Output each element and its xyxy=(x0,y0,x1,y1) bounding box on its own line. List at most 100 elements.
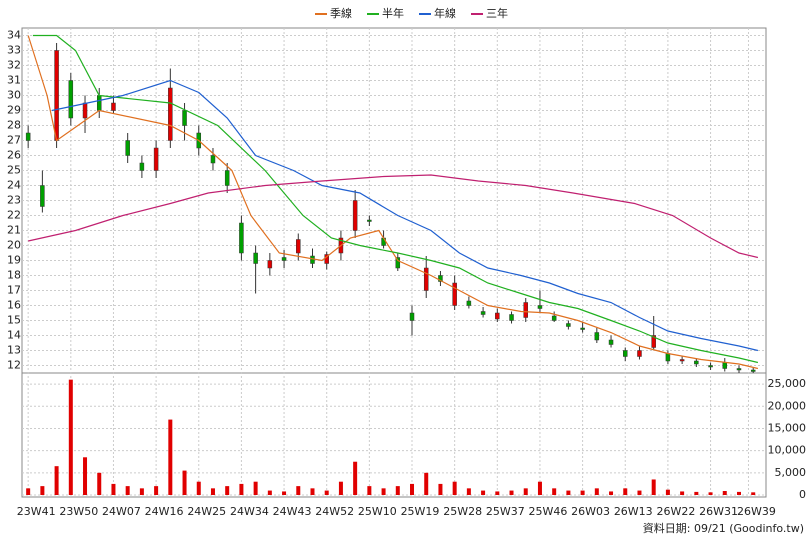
volume-bar xyxy=(353,461,358,495)
legend-label: 三年 xyxy=(486,6,508,20)
volume-bar xyxy=(324,490,329,495)
y-tick-label: 34 xyxy=(7,29,21,42)
candle-body xyxy=(139,162,145,171)
volume-bar xyxy=(466,488,471,495)
candle-body xyxy=(679,359,685,362)
volume-bar xyxy=(381,488,386,495)
candle-body xyxy=(153,147,159,171)
candle-body xyxy=(253,252,258,264)
y2-tick-label: 25,000 xyxy=(768,377,807,390)
volume-bar xyxy=(182,470,187,495)
x-tick-label: 25W28 xyxy=(443,505,482,518)
candle-body xyxy=(409,312,415,321)
volume-bar xyxy=(495,491,500,495)
volume-bar xyxy=(708,492,713,495)
volume-bar xyxy=(736,491,741,495)
y-tick-label: 28 xyxy=(7,119,21,132)
x-tick-label: 24W52 xyxy=(315,505,354,518)
y-tick-label: 15 xyxy=(7,314,21,327)
volume-bar xyxy=(125,486,130,495)
candle-body xyxy=(580,327,585,330)
y2-tick-label: 20,000 xyxy=(768,399,807,412)
candle-body xyxy=(623,350,628,357)
candle-body xyxy=(608,339,614,345)
x-tick-label: 24W43 xyxy=(273,505,312,518)
volume-bar xyxy=(637,490,642,495)
candle-body xyxy=(438,275,443,282)
x-tick-label: 23W50 xyxy=(59,505,98,518)
volume-bar xyxy=(83,457,88,495)
candle-body xyxy=(125,140,130,156)
candle-body xyxy=(68,80,74,119)
candle-body xyxy=(722,362,728,369)
y-tick-label: 25 xyxy=(7,164,21,177)
volume-bar xyxy=(139,488,144,495)
y-tick-label: 27 xyxy=(7,134,21,147)
volume-bar xyxy=(509,490,514,495)
y2-tick-label: 15,000 xyxy=(768,421,807,434)
legend-label: 半年 xyxy=(382,6,404,20)
x-tick-label: 24W34 xyxy=(230,505,269,518)
y-tick-label: 12 xyxy=(7,359,21,372)
y-tick-label: 19 xyxy=(7,254,21,267)
volume-bar xyxy=(338,481,343,495)
volume-bar xyxy=(196,481,201,495)
candle-body xyxy=(296,239,301,254)
y-tick-label: 16 xyxy=(7,299,21,312)
volume-bar xyxy=(680,491,685,495)
volume-bar xyxy=(694,491,699,495)
y-tick-label: 30 xyxy=(7,89,21,102)
volume-bar xyxy=(310,488,315,495)
volume-bar xyxy=(40,486,45,495)
candle-body xyxy=(594,332,600,341)
candle-body xyxy=(750,369,756,372)
candle-body xyxy=(423,267,429,291)
y-tick-label: 31 xyxy=(7,74,21,87)
candle-body xyxy=(694,360,699,365)
candle-body xyxy=(40,185,45,207)
candle-body xyxy=(281,257,287,261)
volume-bar xyxy=(410,483,415,495)
y-tick-label: 22 xyxy=(7,209,21,222)
candle-body xyxy=(509,314,514,321)
candle-body xyxy=(96,95,102,111)
moving-average-line xyxy=(32,34,759,364)
volume-bar xyxy=(424,472,429,495)
candle-body xyxy=(182,110,187,126)
volume-bar xyxy=(609,491,614,495)
volume-bar xyxy=(594,488,599,495)
y2-tick-label: 10,000 xyxy=(768,444,807,457)
candle-body xyxy=(224,170,230,186)
volume-bar xyxy=(168,419,173,495)
x-tick-label: 25W37 xyxy=(486,505,525,518)
candle-body xyxy=(395,257,401,269)
moving-average-line xyxy=(27,35,759,370)
candle-body xyxy=(267,260,273,269)
volume-bar xyxy=(111,483,116,495)
volume-bar xyxy=(210,488,215,495)
volume-bar xyxy=(580,490,585,495)
volume-bar xyxy=(623,488,628,495)
candle-body xyxy=(495,312,500,320)
moving-average-line xyxy=(28,174,759,259)
volume-bar xyxy=(225,486,230,495)
candle-body xyxy=(537,305,543,309)
y-tick-label: 32 xyxy=(7,59,21,72)
volume-bar xyxy=(552,488,557,495)
source-note: 資料日期: 09/21 (Goodinfo.tw) xyxy=(643,521,804,535)
candle-body xyxy=(111,102,116,111)
volume-bar xyxy=(97,472,102,495)
y-tick-label: 20 xyxy=(7,239,21,252)
candle-body xyxy=(210,155,216,164)
candle-body xyxy=(651,335,656,348)
y2-tick-label: 5,000 xyxy=(775,466,807,479)
y-tick-label: 17 xyxy=(7,284,21,297)
x-tick-label: 23W41 xyxy=(17,505,56,518)
candle-body xyxy=(736,368,742,371)
x-tick-label: 24W25 xyxy=(187,505,226,518)
volume-bar xyxy=(239,483,244,495)
volume-bar xyxy=(395,486,400,495)
volume-bar xyxy=(481,490,486,495)
volume-bar xyxy=(26,488,31,495)
